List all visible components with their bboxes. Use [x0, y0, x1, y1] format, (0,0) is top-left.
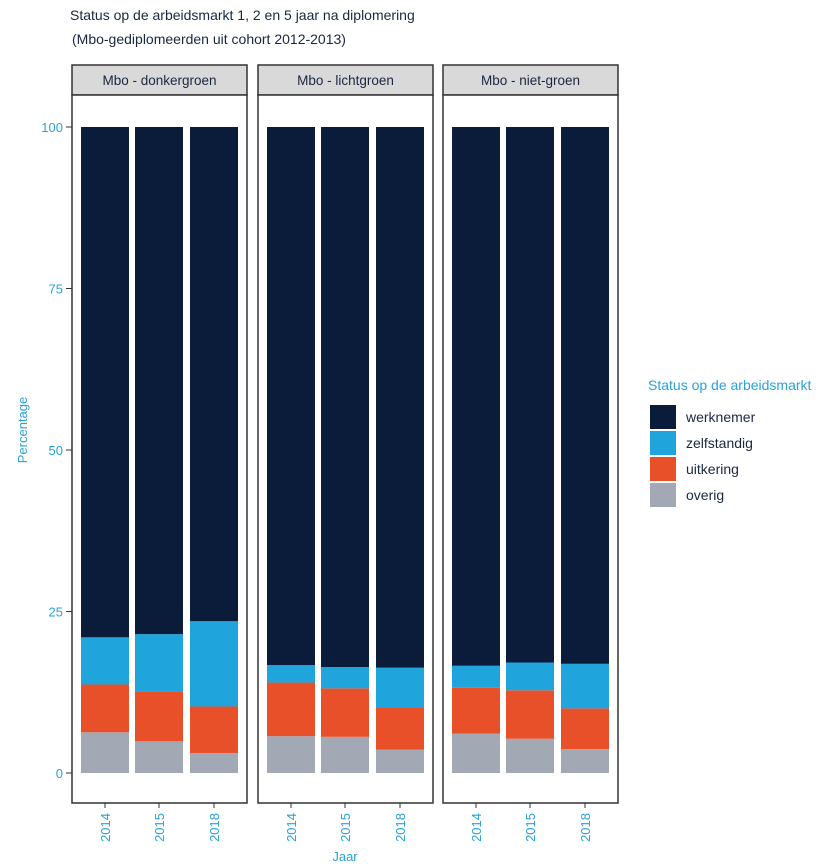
facet-strip-label: Mbo - lichtgroen — [297, 73, 394, 88]
bar-segment-uitkering — [135, 691, 183, 742]
bar-segment-zelfstandig — [135, 634, 183, 692]
y-tick-label: 0 — [56, 766, 63, 781]
bar-segment-werknemer — [135, 127, 183, 635]
bar-segment-overig — [81, 732, 129, 773]
bar-segment-uitkering — [267, 682, 315, 737]
x-tick-label: 2018 — [578, 813, 593, 842]
bar-segment-zelfstandig — [452, 665, 500, 688]
facet-panel: Mbo - lichtgroen 2014 2015 2018 — [257, 64, 434, 842]
bar-segment-werknemer — [321, 127, 369, 668]
x-tick-label: 2015 — [152, 813, 167, 842]
x-tick-label: 2018 — [393, 813, 408, 842]
bar-segment-zelfstandig — [561, 663, 609, 709]
y-axis-title: Percentage — [15, 397, 30, 464]
x-tick-label: 2015 — [523, 813, 538, 842]
bar-segment-overig — [506, 738, 554, 773]
x-tick-label: 2014 — [98, 813, 113, 842]
bar-segment-werknemer — [267, 127, 315, 666]
bar-segment-werknemer — [561, 127, 609, 664]
x-axis-title: Jaar — [332, 849, 358, 864]
facet-strip — [257, 64, 434, 96]
bar-segment-werknemer — [81, 127, 129, 638]
y-tick-label: 50 — [49, 443, 63, 458]
bar-segment-overig — [135, 741, 183, 773]
legend: werknemer zelfstandig uitkering overig — [650, 405, 756, 507]
bar-segment-werknemer — [452, 127, 500, 666]
chart-subtitle: (Mbo-gediplomeerden uit cohort 2012-2013… — [72, 31, 346, 47]
legend-swatch-uitkering — [650, 457, 676, 481]
bar-segment-werknemer — [190, 127, 238, 622]
chart-title: Status op de arbeidsmarkt 1, 2 en 5 jaar… — [70, 7, 415, 23]
legend-swatch-overig — [650, 483, 676, 507]
bar-segment-zelfstandig — [506, 662, 554, 691]
facet-strip-label: Mbo - niet-groen — [481, 73, 580, 88]
legend-title: Status op de arbeidsmarkt — [648, 377, 812, 393]
x-tick-label: 2014 — [469, 813, 484, 842]
y-tick-label: 100 — [41, 120, 63, 135]
bar-segment-overig — [267, 736, 315, 773]
facet-strip-label: Mbo - donkergroen — [102, 73, 216, 88]
bar-segment-overig — [561, 749, 609, 773]
bar-segment-zelfstandig — [81, 637, 129, 685]
bar-segment-overig — [452, 733, 500, 773]
facet-strip — [442, 64, 619, 96]
bar-segment-uitkering — [452, 687, 500, 734]
bar-segment-uitkering — [506, 690, 554, 739]
facet-panel: Mbo - niet-groen 2014 2015 2018 — [442, 64, 619, 842]
legend-label-werknemer: werknemer — [685, 409, 756, 425]
legend-label-overig: overig — [686, 487, 724, 503]
bar-segment-overig — [376, 749, 424, 773]
legend-label-zelfstandig: zelfstandig — [686, 435, 753, 451]
x-tick-label: 2018 — [207, 813, 222, 842]
facet-panel: Mbo - donkergroen 2014 2015 2018 — [71, 64, 248, 842]
legend-swatch-zelfstandig — [650, 431, 676, 455]
y-tick-label: 75 — [49, 282, 63, 297]
x-tick-label: 2014 — [284, 813, 299, 842]
bar-segment-zelfstandig — [190, 621, 238, 707]
bar-segment-uitkering — [190, 706, 238, 753]
bar-segment-werknemer — [506, 127, 554, 663]
legend-label-uitkering: uitkering — [686, 461, 739, 477]
bar-segment-uitkering — [321, 688, 369, 737]
bar-segment-zelfstandig — [267, 665, 315, 683]
x-tick-label: 2015 — [338, 813, 353, 842]
bar-segment-zelfstandig — [321, 667, 369, 689]
y-tick-label: 25 — [49, 605, 63, 620]
bar-segment-uitkering — [561, 708, 609, 750]
bar-segment-werknemer — [376, 127, 424, 668]
bar-segment-uitkering — [81, 684, 129, 733]
legend-swatch-werknemer — [650, 405, 676, 429]
bar-segment-uitkering — [376, 707, 424, 750]
bar-segment-zelfstandig — [376, 667, 424, 708]
facet-strip — [71, 64, 248, 96]
bar-segment-overig — [321, 736, 369, 773]
bar-segment-overig — [190, 752, 238, 773]
